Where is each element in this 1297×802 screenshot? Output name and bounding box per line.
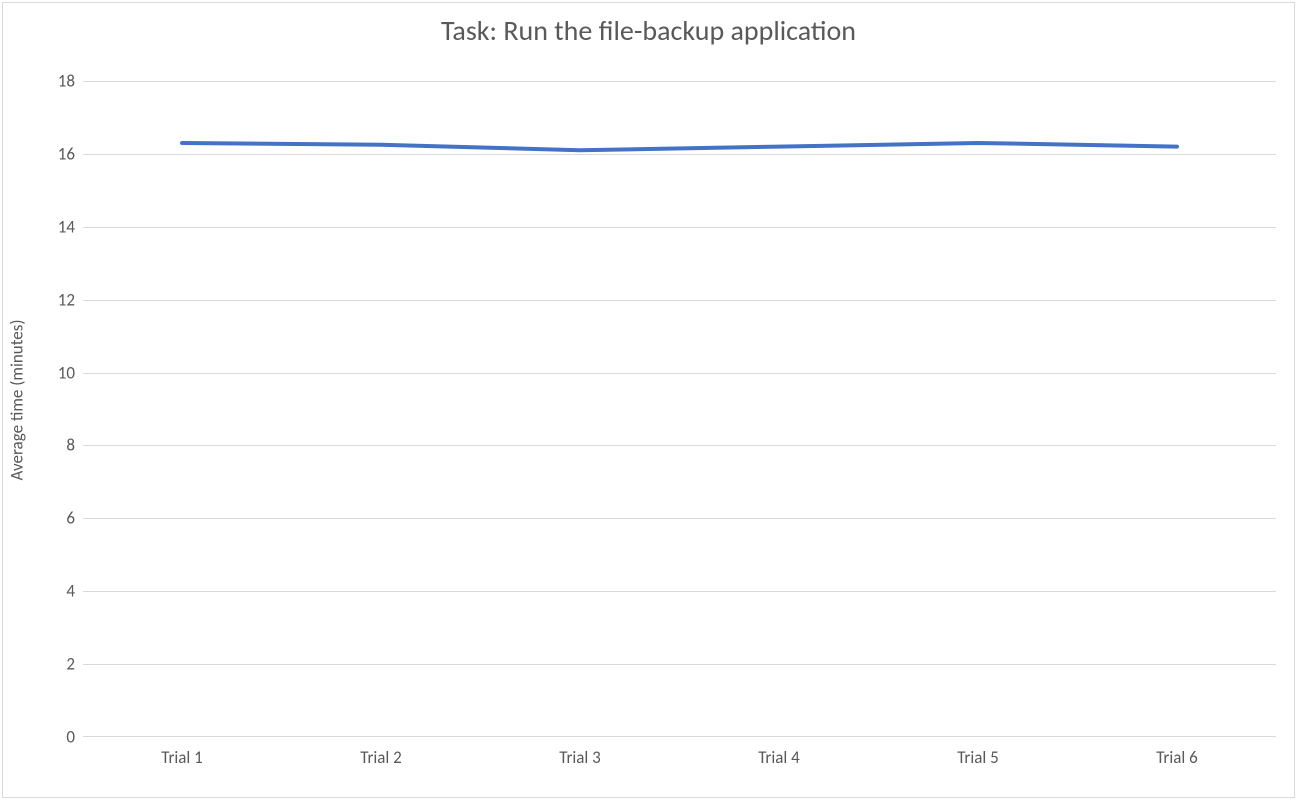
y-tick-label: 10 xyxy=(58,362,75,383)
plot-area: 024681012141618Trial 1Trial 2Trial 3Tria… xyxy=(83,81,1276,737)
y-tick-label: 6 xyxy=(66,508,75,529)
gridline xyxy=(83,81,1276,82)
line-series xyxy=(83,81,1276,737)
gridline xyxy=(83,154,1276,155)
x-tick-label: Trial 1 xyxy=(161,747,203,768)
y-tick-label: 16 xyxy=(58,143,75,164)
x-tick-label: Trial 2 xyxy=(360,747,402,768)
y-tick-label: 8 xyxy=(66,435,75,456)
y-tick-label: 4 xyxy=(66,581,75,602)
x-tick-label: Trial 5 xyxy=(957,747,999,768)
gridline xyxy=(83,518,1276,519)
y-tick-label: 18 xyxy=(58,71,75,92)
chart-title: Task: Run the file-backup application xyxy=(3,13,1294,48)
gridline xyxy=(83,664,1276,665)
y-tick-label: 14 xyxy=(58,216,75,237)
data-line xyxy=(182,143,1177,150)
gridline xyxy=(83,300,1276,301)
y-tick-label: 0 xyxy=(66,727,75,748)
gridline xyxy=(83,445,1276,446)
gridline xyxy=(83,591,1276,592)
x-tick-label: Trial 3 xyxy=(559,747,601,768)
gridline xyxy=(83,373,1276,374)
x-tick-label: Trial 4 xyxy=(758,747,800,768)
y-tick-label: 12 xyxy=(58,289,75,310)
gridline xyxy=(83,227,1276,228)
chart-container: Task: Run the file-backup application Av… xyxy=(2,2,1295,798)
x-tick-label: Trial 6 xyxy=(1156,747,1198,768)
y-tick-label: 2 xyxy=(66,654,75,675)
y-axis-title: Average time (minutes) xyxy=(7,319,28,480)
